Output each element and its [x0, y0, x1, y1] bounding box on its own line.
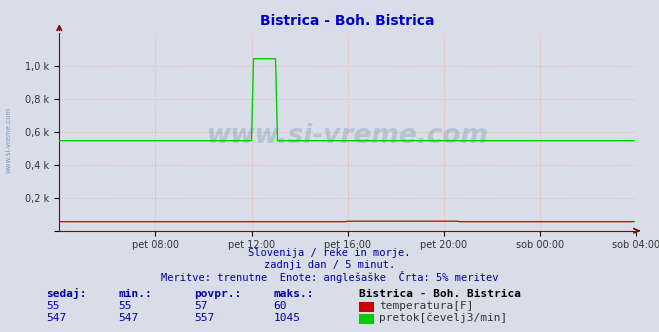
Text: sedaj:: sedaj: [46, 288, 86, 299]
Text: 57: 57 [194, 301, 208, 311]
Text: zadnji dan / 5 minut.: zadnji dan / 5 minut. [264, 260, 395, 270]
Text: povpr.:: povpr.: [194, 289, 242, 299]
Text: www.si-vreme.com: www.si-vreme.com [5, 106, 12, 173]
Text: Meritve: trenutne  Enote: anglešaške  Črta: 5% meritev: Meritve: trenutne Enote: anglešaške Črta… [161, 271, 498, 283]
Text: 557: 557 [194, 313, 215, 323]
Text: www.si-vreme.com: www.si-vreme.com [207, 123, 488, 149]
Text: maks.:: maks.: [273, 289, 314, 299]
Text: 55: 55 [119, 301, 132, 311]
Text: Slovenija / reke in morje.: Slovenija / reke in morje. [248, 248, 411, 258]
Text: 547: 547 [46, 313, 67, 323]
Text: 60: 60 [273, 301, 287, 311]
Text: temperatura[F]: temperatura[F] [379, 301, 473, 311]
Text: 547: 547 [119, 313, 139, 323]
Text: min.:: min.: [119, 289, 152, 299]
Text: 55: 55 [46, 301, 59, 311]
Title: Bistrica - Boh. Bistrica: Bistrica - Boh. Bistrica [260, 14, 435, 28]
Text: pretok[čevelj3/min]: pretok[čevelj3/min] [379, 313, 507, 323]
Text: Bistrica - Boh. Bistrica: Bistrica - Boh. Bistrica [359, 289, 521, 299]
Text: 1045: 1045 [273, 313, 301, 323]
